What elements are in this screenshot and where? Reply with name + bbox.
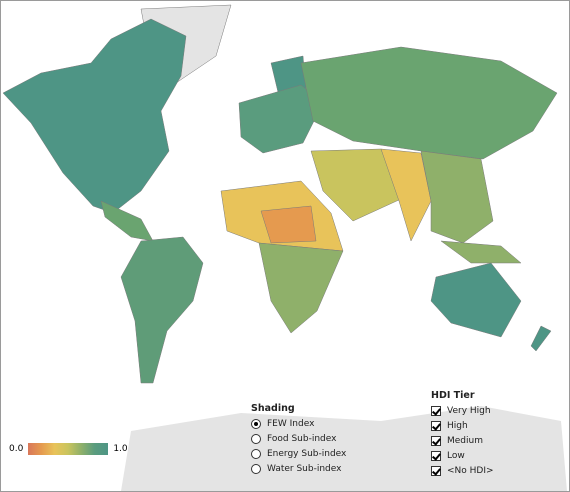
shading-title: Shading [251, 403, 295, 414]
option-label: Energy Sub-index [267, 448, 347, 459]
option-label: <No HDI> [447, 465, 494, 476]
checkbox[interactable] [431, 420, 441, 431]
southeast-asia [440, 240, 522, 264]
antarctica [121, 406, 567, 491]
hdi-option[interactable]: High [431, 418, 494, 433]
sahel [260, 205, 317, 244]
option-label: Food Sub-index [267, 433, 337, 444]
scale-gradient [28, 443, 109, 455]
option-label: High [447, 420, 468, 431]
checkbox[interactable] [431, 405, 441, 416]
shading-option[interactable]: Energy Sub-index [251, 446, 346, 461]
radio-button[interactable] [251, 418, 261, 429]
option-label: FEW Index [267, 418, 315, 429]
africa-south [258, 242, 344, 334]
radio-button[interactable] [251, 448, 261, 459]
option-label: Medium [447, 435, 483, 446]
hdi-title: HDI Tier [431, 390, 475, 401]
option-label: Very High [447, 405, 491, 416]
new-zealand [530, 325, 552, 352]
middle-east [310, 148, 402, 222]
checkbox[interactable] [431, 435, 441, 446]
europe [238, 84, 324, 154]
shading-panel: Shading FEW Index Food Sub-index Energy Su… [251, 403, 346, 476]
shading-option[interactable]: Food Sub-index [251, 431, 346, 446]
east-asia [420, 150, 494, 244]
checkbox[interactable] [431, 450, 441, 461]
hdi-option[interactable]: Low [431, 448, 494, 463]
scale-min-label: 0.0 [9, 444, 24, 454]
south-america [120, 236, 204, 384]
radio-button[interactable] [251, 433, 261, 444]
south-asia [380, 148, 432, 242]
central-america [100, 200, 154, 242]
hdi-option[interactable]: Very High [431, 403, 494, 418]
scale-max-label: 1.0 [113, 444, 128, 454]
hdi-panel: HDI Tier Very High High Medium Low <No HDI> [431, 390, 494, 478]
color-scale: 0.0 1.0 [9, 443, 128, 455]
option-label: Low [447, 450, 465, 461]
option-label: Water Sub-index [267, 463, 342, 474]
radio-button[interactable] [251, 463, 261, 474]
shading-option[interactable]: Water Sub-index [251, 461, 346, 476]
shading-option[interactable]: FEW Index [251, 416, 346, 431]
checkbox[interactable] [431, 465, 441, 476]
russia [300, 46, 558, 160]
australia [430, 262, 522, 338]
hdi-option[interactable]: <No HDI> [431, 463, 494, 478]
north-america [2, 18, 187, 214]
hdi-option[interactable]: Medium [431, 433, 494, 448]
